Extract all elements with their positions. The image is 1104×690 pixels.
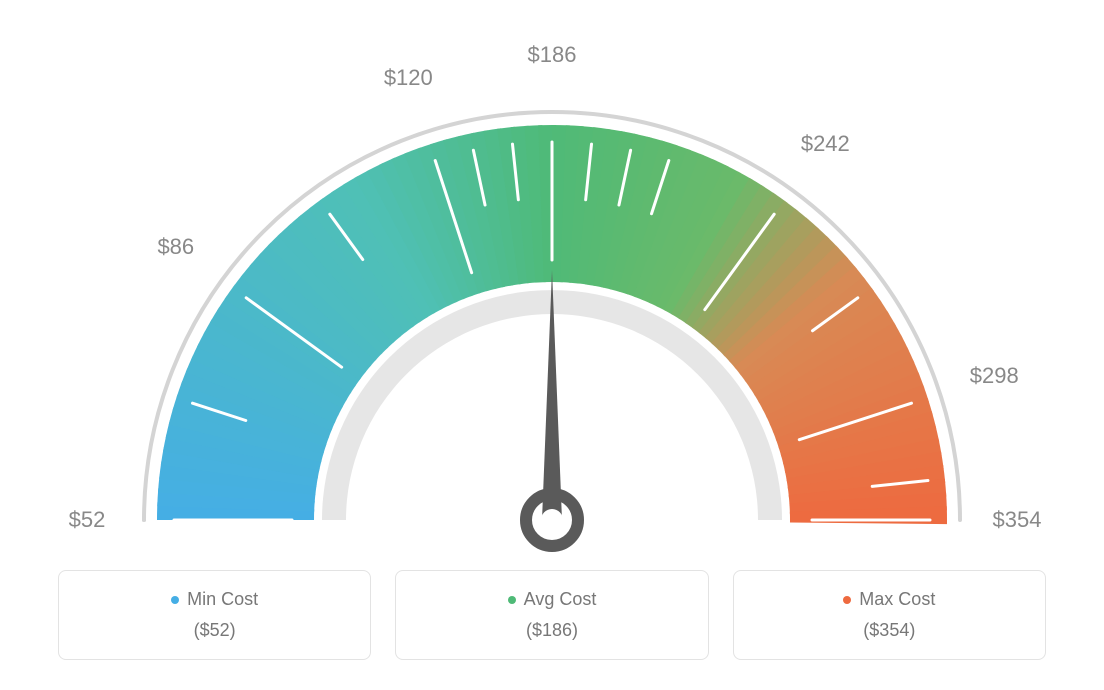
legend-label-min: Min Cost (171, 589, 258, 610)
gauge (0, 20, 1104, 585)
legend-value-avg: ($186) (526, 620, 578, 641)
legend-dot-max (843, 596, 851, 604)
gauge-tick-label: $354 (993, 507, 1042, 533)
legend-label-text-max: Max Cost (859, 589, 935, 610)
legend-label-avg: Avg Cost (508, 589, 597, 610)
gauge-tick-label: $186 (528, 42, 577, 68)
legend-row: Min Cost ($52) Avg Cost ($186) Max Cost … (58, 570, 1046, 660)
legend-dot-min (171, 596, 179, 604)
legend-value-max: ($354) (863, 620, 915, 641)
gauge-tick-label: $298 (970, 363, 1019, 389)
legend-box-min: Min Cost ($52) (58, 570, 371, 660)
legend-box-avg: Avg Cost ($186) (395, 570, 708, 660)
legend-label-text-min: Min Cost (187, 589, 258, 610)
gauge-tick-label: $120 (384, 65, 433, 91)
legend-box-max: Max Cost ($354) (733, 570, 1046, 660)
legend-label-max: Max Cost (843, 589, 935, 610)
gauge-chart-container: $52 $86 $120 $186 $242 $298 $354 Min Cost ($52… (0, 0, 1104, 690)
legend-label-text-avg: Avg Cost (524, 589, 597, 610)
gauge-tick-label: $52 (69, 507, 106, 533)
gauge-tick-label: $86 (157, 234, 194, 260)
legend-value-min: ($52) (194, 620, 236, 641)
legend-dot-avg (508, 596, 516, 604)
gauge-svg (0, 20, 1104, 580)
gauge-tick-label: $242 (801, 131, 850, 157)
